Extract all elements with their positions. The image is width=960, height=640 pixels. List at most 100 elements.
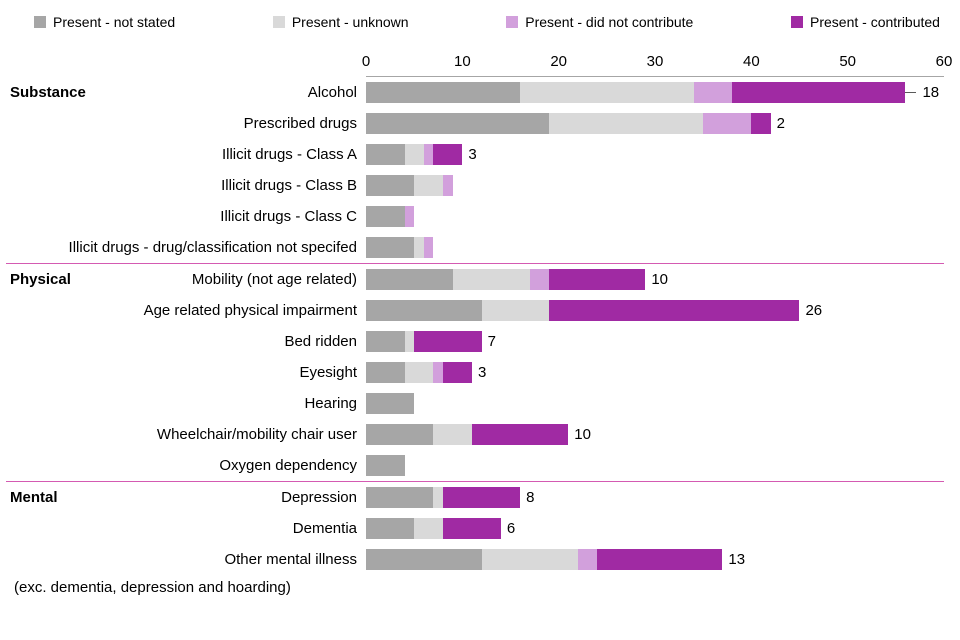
bar-segment: [452, 269, 530, 290]
legend-label: Present - did not contribute: [525, 14, 694, 30]
bar-row: Depression 8: [6, 482, 944, 513]
legend-label: Present - not stated: [53, 14, 176, 30]
bar-row: Eyesight 3: [6, 357, 944, 388]
bar-segment: [366, 393, 415, 414]
bar-segment: [549, 300, 800, 321]
bar-row: Oxygen dependency: [6, 450, 944, 481]
bar-segment: [732, 82, 906, 103]
bar-segment: [366, 206, 405, 227]
bar-segment: [529, 269, 550, 290]
legend-swatch: [791, 16, 803, 28]
bar-segment: [404, 144, 424, 165]
bar-row: Illicit drugs - Class B: [6, 170, 944, 201]
row-label: Bed ridden: [284, 333, 357, 350]
bar-segment: [481, 549, 578, 570]
bar-row: Illicit drugs - drug/classification not …: [6, 232, 944, 263]
bar-track: 7: [366, 331, 944, 352]
bar-track: [366, 206, 944, 227]
bar-row: Illicit drugs - Class A 3: [6, 139, 944, 170]
bar-value-label: 2: [776, 115, 785, 132]
bar-segment: [520, 82, 694, 103]
group-substance: Substance Alcohol 18 Prescribed drugs 2 Illic…: [6, 77, 944, 263]
bar-segment: [443, 175, 453, 196]
bar-segment: [366, 144, 405, 165]
row-label: Illicit drugs - Class A: [221, 146, 357, 163]
bar-segment: [366, 362, 405, 383]
bar-segment: [549, 113, 704, 134]
group-label: Mental: [10, 489, 58, 506]
group-label: Physical: [10, 271, 71, 288]
bar-segment: [404, 206, 415, 227]
bar-segment: [366, 518, 415, 539]
legend-swatch: [272, 16, 285, 28]
bar-value-label: 10: [651, 271, 669, 288]
bar-segment: [693, 82, 733, 103]
bar-track: 2: [366, 113, 944, 134]
bar-segment: [443, 487, 521, 508]
legend-item: Present - unknown: [272, 14, 409, 30]
bar-segment: [404, 331, 415, 352]
row-label: Eyesight: [299, 364, 357, 381]
bar-row: Wheelchair/mobility chair user 10: [6, 419, 944, 450]
bar-track: 8: [366, 487, 944, 508]
bar-row: Age related physical impairment 26: [6, 295, 944, 326]
x-axis: 0 10 20 30 40 50 60: [362, 46, 952, 77]
bar-segment: [414, 518, 444, 539]
x-axis-row: 0 10 20 30 40 50 60: [6, 46, 952, 77]
bar-value-label: 3: [477, 364, 487, 381]
row-label: Mobility (not age related): [191, 271, 357, 288]
bar-segment: [751, 113, 771, 134]
bar-track: 18: [366, 82, 944, 103]
bar-segment: [366, 549, 482, 570]
bar-track: 10: [366, 424, 944, 445]
bar-value-label: 10: [574, 426, 591, 443]
leader-line: [905, 92, 917, 93]
group-mental: Mental Depression 8 Dementia 6 Other mental i…: [6, 481, 944, 575]
bar-track: 3: [366, 362, 944, 383]
bar-track: 26: [366, 300, 944, 321]
group-label: Substance: [10, 84, 86, 101]
bar-segment: [366, 331, 405, 352]
bar-track: [366, 237, 944, 258]
bar-segment: [577, 549, 598, 570]
bar-segment: [597, 549, 723, 570]
bar-segment: [414, 175, 444, 196]
bar-value-label: 18: [922, 84, 940, 101]
legend-item: Present - did not contribute: [506, 14, 693, 30]
bar-segment: [433, 144, 463, 165]
x-axis-tick: 50: [839, 53, 856, 70]
x-axis-tick: 40: [742, 53, 760, 70]
bar-row: Mobility (not age related) 10: [6, 264, 944, 295]
bar-track: 10: [366, 269, 944, 290]
bar-track: [366, 175, 944, 196]
row-label: Wheelchair/mobility chair user: [156, 426, 357, 443]
bar-segment: [433, 362, 444, 383]
bar-row: Alcohol 18: [6, 77, 944, 108]
bar-track: [366, 393, 944, 414]
row-label: Dementia: [292, 520, 357, 537]
legend: Present - not stated Present - unknown Pre…: [6, 8, 944, 46]
row-label: Illicit drugs - Class B: [221, 177, 357, 194]
bar-segment: [423, 144, 434, 165]
x-axis-tick: 0: [361, 53, 371, 70]
x-axis-tick: 10: [453, 53, 471, 70]
bar-row: Dementia 6: [6, 513, 944, 544]
bar-segment: [366, 269, 453, 290]
legend-swatch: [506, 16, 519, 28]
bar-row: Illicit drugs - Class C: [6, 201, 944, 232]
row-label: Alcohol: [307, 84, 357, 101]
bar-track: [366, 455, 944, 476]
row-label: Illicit drugs - drug/classification not …: [68, 239, 357, 256]
bar-row: Other mental illness 13: [6, 544, 944, 575]
chart-body: Substance Alcohol 18 Prescribed drugs 2 Illic…: [6, 77, 944, 575]
legend-label: Present - contributed: [810, 14, 940, 30]
bar-track: 13: [366, 549, 944, 570]
bar-segment: [366, 82, 521, 103]
row-label: Age related physical impairment: [143, 302, 357, 319]
x-axis-tick: 20: [550, 53, 567, 70]
bar-segment: [366, 237, 415, 258]
bar-segment: [366, 424, 434, 445]
bar-segment: [433, 424, 472, 445]
legend-swatch: [34, 16, 46, 28]
